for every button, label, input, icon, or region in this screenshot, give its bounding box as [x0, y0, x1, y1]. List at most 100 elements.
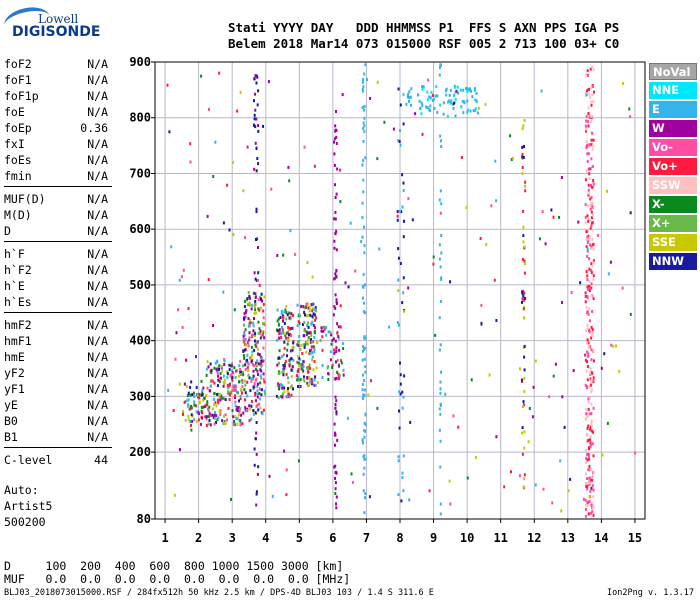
echo-point	[238, 364, 241, 368]
echo-point	[259, 336, 262, 340]
echo-point	[194, 404, 197, 408]
echo-point	[321, 364, 324, 367]
echo-point	[259, 329, 262, 333]
echo-point	[521, 166, 524, 169]
echo-point	[257, 307, 260, 311]
echo-point	[592, 406, 595, 410]
echo-point	[592, 182, 595, 186]
echo-point	[245, 343, 248, 347]
echo-point	[197, 418, 200, 422]
echo-point	[588, 328, 590, 332]
param-value: N/A	[87, 247, 108, 261]
param-name: B0	[4, 414, 18, 428]
echo-point	[362, 310, 365, 314]
echo-point	[336, 331, 339, 335]
echo-point	[421, 85, 424, 88]
echo-point	[204, 415, 207, 419]
header-line-1: Stati YYYY DAY DDD HHMMSS P1 FFS S AXN P…	[228, 20, 620, 35]
echo-point	[402, 291, 405, 295]
echo-point	[522, 405, 524, 409]
echo-point	[467, 87, 469, 91]
echo-point	[222, 374, 225, 378]
echo-point	[362, 472, 365, 476]
echo-point	[268, 474, 271, 478]
echo-point	[303, 345, 306, 349]
echo-point	[244, 310, 247, 314]
echo-point	[364, 283, 366, 287]
echo-point	[236, 369, 238, 373]
x-tick-label: 6	[329, 531, 336, 545]
echo-point	[247, 373, 250, 377]
echo-point	[438, 73, 441, 77]
echo-point	[587, 414, 590, 418]
echo-point	[167, 388, 170, 392]
echo-point	[474, 455, 477, 459]
echo-point	[587, 438, 590, 442]
echo-point	[257, 373, 259, 376]
echo-point	[523, 473, 526, 477]
echo-point	[523, 291, 526, 295]
echo-point	[243, 323, 245, 327]
echo-point	[252, 409, 255, 413]
echo-point	[252, 329, 255, 333]
echo-point	[248, 321, 251, 325]
echo-point	[591, 478, 594, 482]
echo-point	[439, 391, 442, 395]
echo-point	[587, 412, 590, 416]
echo-point	[232, 233, 235, 237]
echo-point	[592, 68, 595, 72]
echo-point	[588, 87, 590, 91]
echo-point	[327, 372, 330, 376]
echo-point	[401, 406, 404, 410]
echo-point	[439, 387, 442, 391]
echo-point	[235, 408, 238, 412]
echo-point	[588, 92, 591, 96]
echo-point	[312, 345, 315, 349]
echo-point	[285, 493, 288, 497]
echo-point	[231, 362, 234, 366]
echo-point	[523, 355, 526, 359]
echo-point	[281, 355, 284, 359]
echo-point	[585, 460, 587, 464]
echo-point	[592, 378, 595, 382]
echo-point	[208, 107, 210, 111]
echo-point	[524, 180, 527, 184]
echo-point	[257, 408, 260, 412]
echo-point	[189, 385, 192, 389]
echo-point	[255, 74, 258, 78]
echo-point	[190, 423, 192, 427]
echo-point	[302, 369, 305, 373]
param-value: N/A	[87, 224, 108, 238]
echo-point	[521, 127, 524, 131]
echo-point	[217, 401, 220, 405]
echo-point	[282, 370, 285, 374]
echo-point	[288, 311, 291, 315]
echo-point	[303, 321, 306, 325]
echo-point	[315, 366, 318, 370]
echo-point	[256, 382, 259, 386]
param-row: yF1 N/A	[4, 381, 108, 397]
param-row: fmin N/A	[4, 168, 108, 184]
echo-point	[401, 301, 404, 305]
echo-point	[254, 92, 257, 96]
echo-point	[474, 108, 477, 112]
echo-point	[432, 262, 435, 266]
echo-point	[255, 341, 258, 345]
echo-point	[197, 412, 200, 416]
echo-point	[254, 391, 257, 395]
echo-point	[334, 377, 337, 381]
echo-point	[339, 304, 342, 308]
echo-point	[409, 420, 412, 424]
echo-point	[588, 177, 591, 180]
echo-point	[219, 398, 222, 402]
echo-point	[334, 492, 337, 495]
echo-point	[250, 404, 253, 408]
echo-point	[338, 364, 341, 368]
echo-point	[495, 435, 498, 439]
echo-point	[232, 389, 235, 392]
echo-point	[335, 502, 337, 506]
echo-point	[397, 139, 400, 143]
echo-point	[440, 251, 443, 255]
echo-point	[257, 271, 260, 275]
param-row: foF1 N/A	[4, 72, 108, 88]
